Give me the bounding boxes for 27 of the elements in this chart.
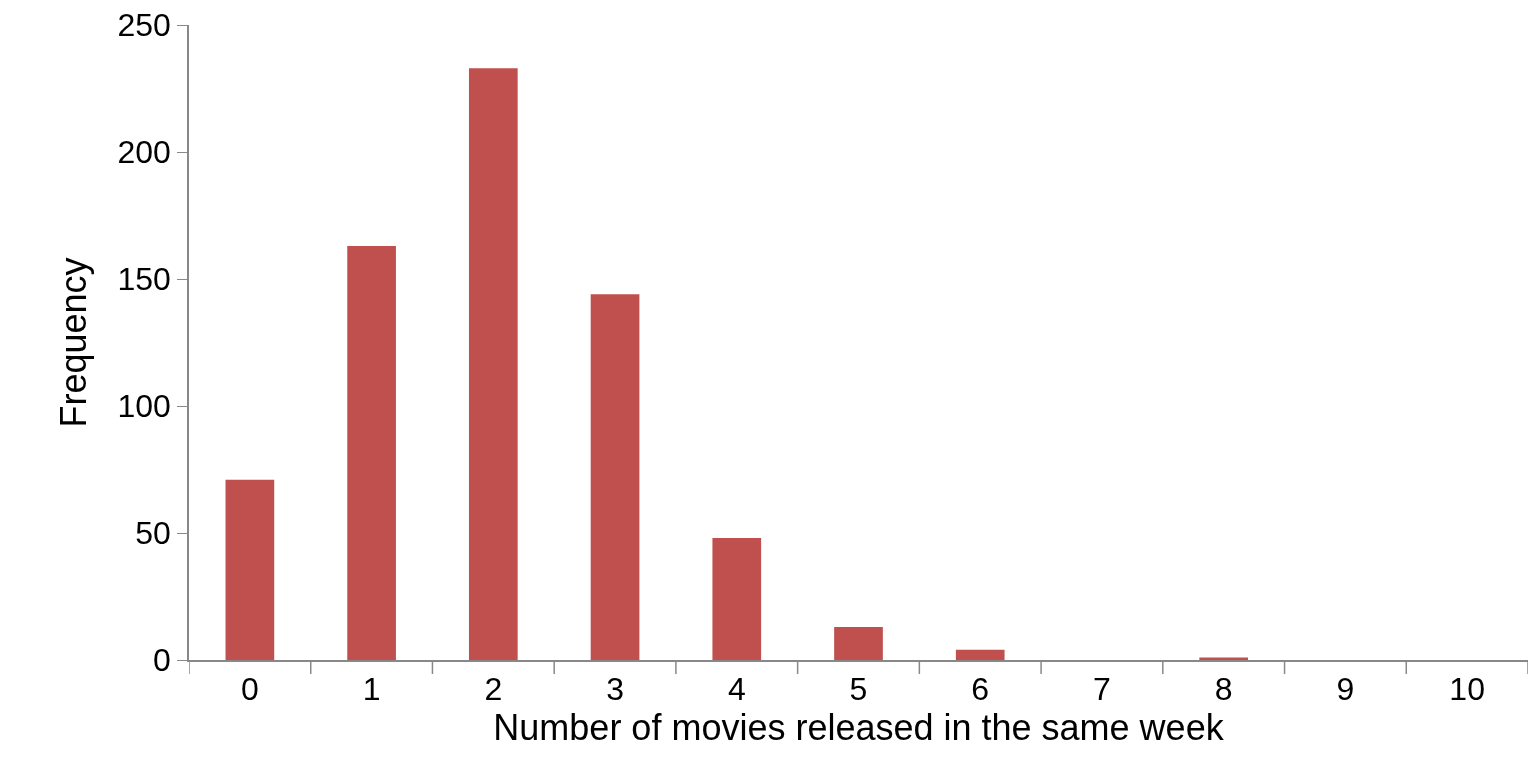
y-tick-label: 100: [117, 388, 171, 425]
y-tick-label: 150: [117, 261, 171, 298]
x-tick-label: 9: [1336, 671, 1355, 708]
x-tick-label: 10: [1449, 671, 1485, 708]
x-tick-label: 2: [484, 671, 503, 708]
bar: [347, 245, 396, 660]
bar: [468, 68, 518, 660]
x-tick-label: 3: [606, 671, 624, 708]
y-tick-label: 50: [135, 515, 171, 552]
bar: [225, 479, 275, 660]
x-tick-label: 4: [727, 671, 746, 708]
x-axis-title: Number of movies released in the same week: [493, 707, 1225, 749]
y-tick-label: 200: [117, 134, 171, 171]
x-tick-label: 8: [1214, 671, 1233, 708]
x-tick-label: 0: [240, 671, 259, 708]
y-axis-title: Frequency: [52, 257, 94, 428]
x-tick-label: 7: [1093, 671, 1111, 708]
bar: [1199, 657, 1249, 660]
bar: [590, 294, 640, 660]
y-tick-label: 250: [117, 7, 171, 44]
bar: [834, 626, 883, 660]
x-tick-label: 6: [971, 671, 990, 708]
y-tick-label: 0: [153, 642, 171, 679]
bar: [955, 649, 1005, 660]
x-tick-label: 5: [849, 671, 868, 708]
x-tick-label: 1: [362, 671, 381, 708]
bar: [712, 538, 762, 660]
